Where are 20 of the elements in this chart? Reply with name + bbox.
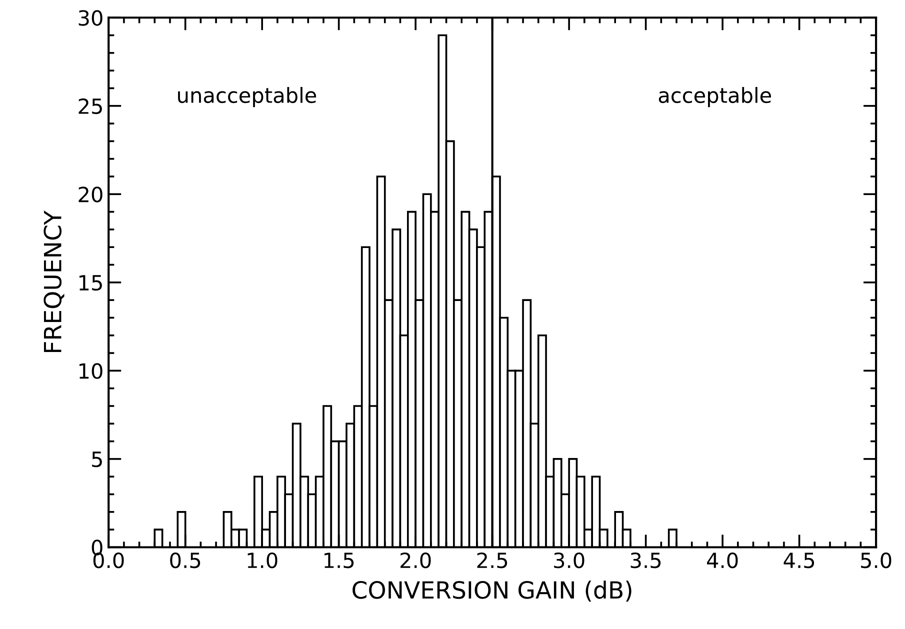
x-tick-label: 3.5	[630, 552, 661, 568]
y-tick-label: 5	[92, 452, 102, 468]
y-tick-label: 25	[78, 98, 102, 114]
x-axis-title: CONVERSION GAIN (dB)	[352, 580, 632, 602]
x-tick-label: 2.0	[400, 552, 431, 568]
y-tick-label: 20	[78, 186, 102, 202]
annotation: acceptable	[658, 86, 772, 108]
y-axis-title: FREQUENCY	[44, 210, 64, 352]
y-tick-label: 10	[80, 363, 102, 379]
y-tick-label: 30	[78, 10, 102, 26]
x-tick-label: 0.5	[170, 552, 200, 568]
x-tick-label: 4.5	[784, 552, 814, 568]
x-tick-label: 3.0	[554, 552, 584, 568]
x-tick-label: 4.0	[707, 552, 738, 568]
x-tick-label: 1.0	[248, 552, 278, 568]
y-tick-label: 15	[80, 275, 102, 291]
x-tick-label: 5.0	[861, 552, 892, 568]
x-tick-label: 2.5	[477, 552, 508, 568]
x-tick-label: 1.5	[324, 552, 354, 568]
annotation: unacceptable	[178, 86, 316, 108]
